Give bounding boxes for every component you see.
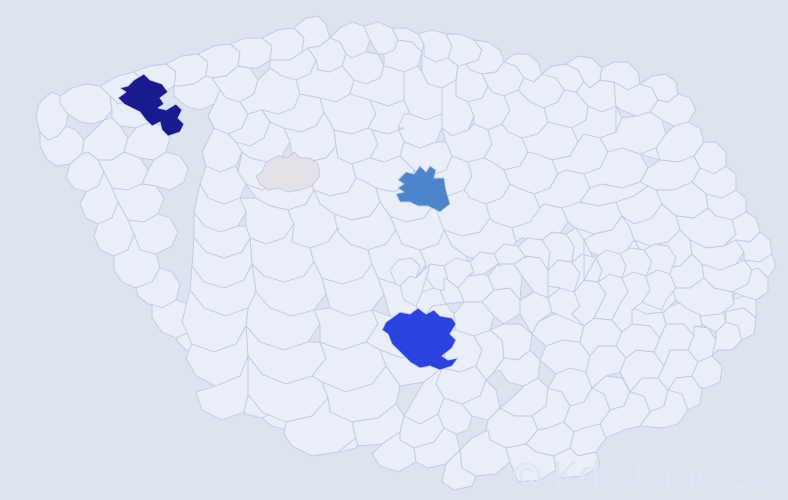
district: [329, 21, 371, 59]
district: [671, 277, 735, 317]
district: [389, 257, 421, 287]
district: [691, 355, 723, 389]
district: [643, 243, 677, 277]
copyright-icon: ©: [512, 456, 542, 498]
district-layer-highlighted[interactable]: [117, 73, 459, 371]
district: [461, 379, 501, 421]
highlighted-district-navy[interactable]: [117, 73, 185, 137]
watermark: © KdeJsme.cz: [513, 456, 770, 496]
district: [135, 267, 181, 309]
district: [229, 37, 273, 69]
district: [195, 355, 249, 421]
district: [363, 21, 399, 55]
highlighted-district-royal[interactable]: [381, 307, 459, 371]
district: [441, 449, 477, 491]
highlighted-district-gray[interactable]: [255, 151, 321, 193]
district: [731, 267, 769, 301]
district: [565, 227, 597, 281]
highlighted-district-steel[interactable]: [395, 165, 451, 213]
watermark-text: KdeJsme.cz: [552, 454, 770, 497]
district-layer-base: [35, 15, 777, 491]
district: [553, 447, 601, 479]
